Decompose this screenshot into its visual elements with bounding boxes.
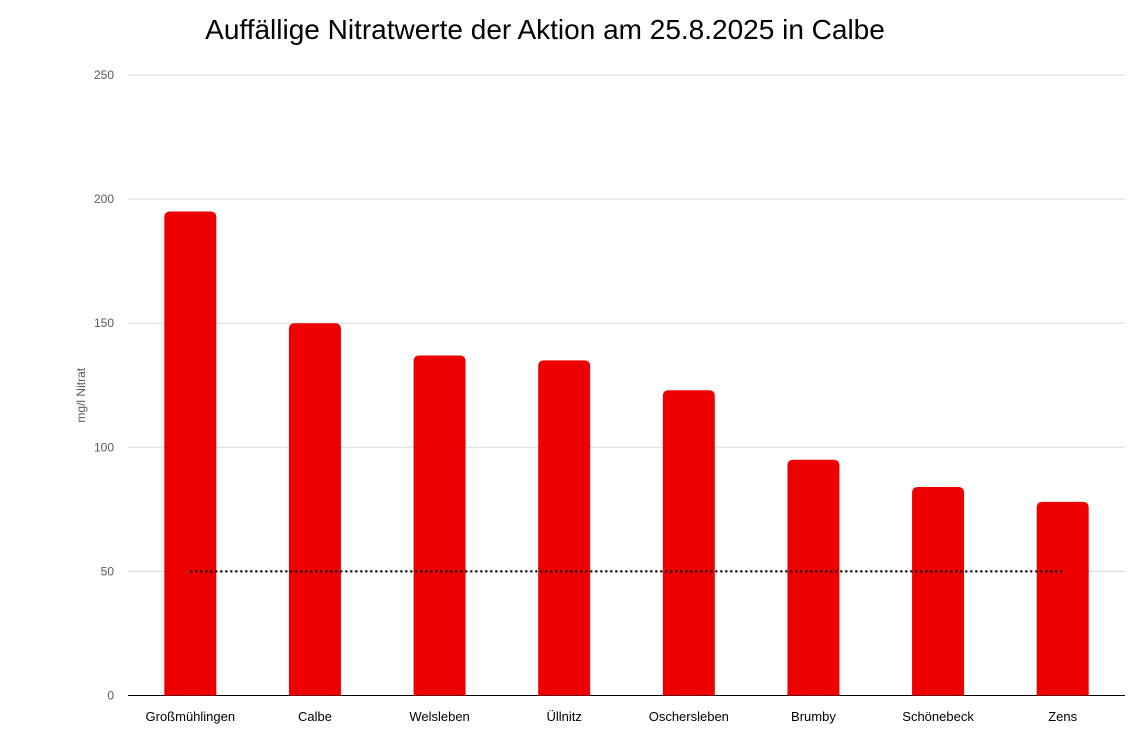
x-tick-label: Calbe: [298, 709, 332, 724]
y-axis-label: mg/l Nitrat: [74, 367, 88, 422]
y-tick-label: 0: [107, 689, 114, 703]
y-tick-label: 150: [94, 316, 114, 330]
bar: [288, 323, 341, 696]
bar: [1036, 501, 1089, 696]
bar: [912, 487, 965, 696]
bar: [538, 360, 591, 696]
bar: [662, 390, 715, 696]
chart-title: Auffällige Nitratwerte der Aktion am 25.…: [205, 14, 885, 45]
bar: [787, 459, 840, 696]
bar: [164, 211, 217, 696]
x-tick-label: Brumby: [791, 709, 836, 724]
x-tick-label: Zens: [1048, 709, 1077, 724]
x-tick-label: Großmühlingen: [146, 709, 236, 724]
y-tick-label: 250: [94, 68, 114, 82]
x-tick-label: Schönebeck: [902, 709, 974, 724]
x-tick-label: Üllnitz: [546, 709, 581, 724]
x-tick-label: Welsleben: [409, 709, 469, 724]
bar: [413, 355, 466, 696]
x-tick-label: Oschersleben: [649, 709, 729, 724]
y-tick-label: 100: [94, 440, 114, 454]
y-tick-label: 200: [94, 192, 114, 206]
y-tick-label: 50: [101, 564, 115, 578]
